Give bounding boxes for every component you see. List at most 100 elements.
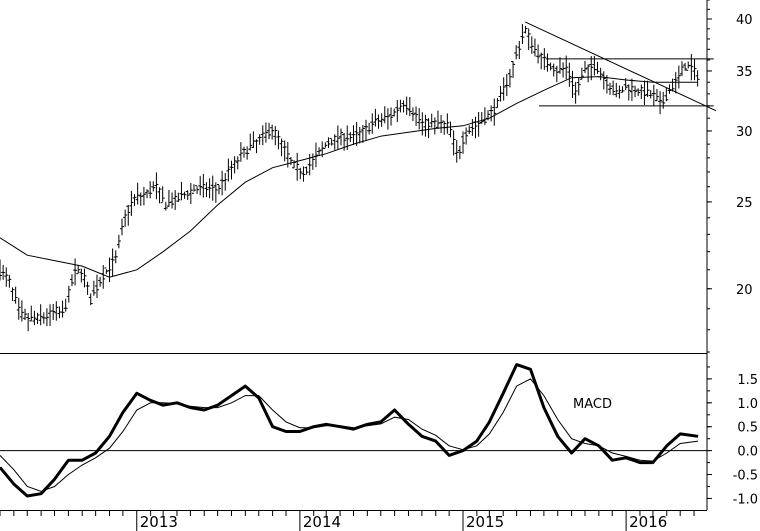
price-bar <box>542 48 547 70</box>
price-bar <box>113 250 118 264</box>
price-bar <box>673 72 678 94</box>
macd-tick-label: 0.5 <box>737 421 758 436</box>
price-bar <box>145 189 150 199</box>
price-bar <box>470 118 475 136</box>
price-bar <box>301 166 306 182</box>
price-bar <box>313 142 318 168</box>
price-bar <box>639 84 644 100</box>
price-bar <box>692 58 697 81</box>
price-bar <box>370 113 375 134</box>
price-bar <box>367 122 372 135</box>
price-bar <box>689 54 694 81</box>
price-bar <box>235 156 240 170</box>
price-bar <box>417 108 422 130</box>
price-bar <box>398 99 403 113</box>
macd-signal-line <box>0 378 699 492</box>
price-bar <box>532 38 537 57</box>
price-bar <box>464 127 469 145</box>
price-bar <box>551 63 556 77</box>
price-bar <box>63 298 68 312</box>
price-bar <box>141 186 146 206</box>
price-bar <box>329 137 334 146</box>
price-bar <box>273 126 278 146</box>
price-bar <box>392 108 397 117</box>
price-bar <box>426 118 431 139</box>
price-bar <box>138 192 143 206</box>
price-bar <box>695 70 700 87</box>
price-bar <box>420 112 425 136</box>
macd-tick-label: 0.0 <box>737 445 758 460</box>
price-bar <box>323 142 328 150</box>
price-bar <box>170 192 175 209</box>
price-bar <box>573 81 578 104</box>
price-bar <box>32 310 37 326</box>
price-bar <box>132 194 137 206</box>
price-bars <box>0 24 700 332</box>
price-bar <box>545 53 550 72</box>
price-bar <box>479 112 484 124</box>
price-bar <box>495 98 500 109</box>
x-axis: 2013 2014 2015 2016 <box>0 510 695 531</box>
price-bar <box>238 142 243 162</box>
price-bar <box>351 125 356 145</box>
price-bar <box>567 62 572 87</box>
price-bar <box>226 158 231 182</box>
price-bar <box>44 308 49 327</box>
price-bar <box>395 100 400 123</box>
price-bar <box>414 106 419 126</box>
price-bar <box>620 86 625 93</box>
price-bar <box>48 304 53 327</box>
price-bar <box>683 63 688 71</box>
price-bar <box>26 312 31 332</box>
price-bar <box>188 183 193 204</box>
price-bar <box>213 182 218 203</box>
price-bar <box>242 146 247 158</box>
price-bar <box>432 117 437 135</box>
price-bar <box>529 36 534 54</box>
year-label: 2016 <box>629 513 667 531</box>
price-bar <box>163 201 168 211</box>
moving-average-line <box>0 76 699 278</box>
price-bar <box>0 259 2 281</box>
price-bar <box>561 62 566 78</box>
price-bar <box>467 125 472 135</box>
price-bar <box>4 267 9 287</box>
price-bar <box>679 61 684 77</box>
price-bar <box>451 130 456 156</box>
price-tick-label: 30 <box>736 125 753 140</box>
price-bar <box>364 119 369 141</box>
price-bar <box>279 138 284 157</box>
price-bar <box>554 65 559 83</box>
price-bar <box>13 286 18 304</box>
price-bar <box>460 131 465 154</box>
price-bar <box>85 281 90 295</box>
price-bar <box>423 114 428 137</box>
price-bar <box>19 300 24 322</box>
price-bar <box>326 137 331 148</box>
price-bar <box>110 248 115 277</box>
price-bar <box>91 280 96 296</box>
price-bar <box>548 62 553 71</box>
price-bar <box>501 77 506 101</box>
price-panel: 20 25 30 35 40 <box>0 0 753 353</box>
price-bar <box>407 97 412 117</box>
price-tick-label: 20 <box>736 283 753 298</box>
price-bar <box>354 122 359 146</box>
price-bar <box>245 146 250 160</box>
price-bar <box>586 64 591 83</box>
price-bar <box>151 181 156 192</box>
price-bar <box>38 304 43 326</box>
price-bar <box>254 139 259 154</box>
price-bar <box>248 133 253 151</box>
macd-panel: 1.5 1.0 0.5 0.0 -0.5 -1.0 MACD <box>0 363 758 507</box>
price-bar <box>94 274 99 299</box>
price-bar <box>229 160 234 180</box>
price-bar <box>98 276 103 287</box>
price-bar <box>664 87 669 102</box>
price-bar <box>10 287 15 301</box>
price-bar <box>611 80 616 96</box>
price-bar <box>654 88 659 102</box>
price-bar <box>626 84 631 101</box>
macd-label: MACD <box>573 397 612 412</box>
